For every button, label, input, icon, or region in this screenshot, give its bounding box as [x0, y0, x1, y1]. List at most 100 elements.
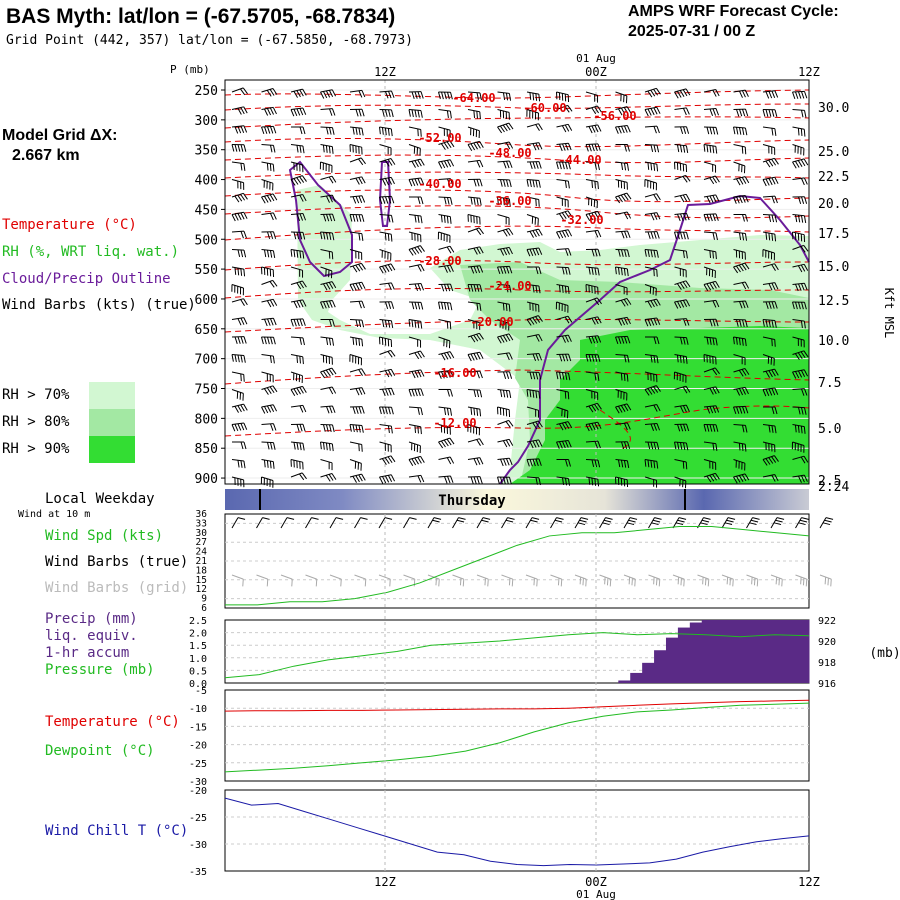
wind-barb-415 [674, 441, 689, 451]
wind-barb-431 [556, 459, 571, 467]
temp-label-9: -28.00 [418, 254, 461, 268]
wind-barb-284 [349, 336, 364, 347]
dewpoint-line [224, 702, 810, 773]
wind-barb-82 [290, 161, 304, 173]
wind-barb-1 [261, 88, 278, 97]
wind-barb-105 [379, 176, 395, 186]
wind-barb-317 [733, 354, 746, 366]
wind-barb-292 [585, 335, 602, 344]
temp-tick-5: -30 [189, 777, 207, 788]
wind-barb-143 [320, 213, 336, 222]
wind-barb-10m-7 [403, 517, 417, 529]
wind-barb-360 [231, 403, 248, 413]
temp-label-5: -44.00 [558, 153, 601, 167]
wind-barb-28 [467, 109, 481, 120]
wind-barb-252 [585, 297, 602, 306]
wind-barb-248 [467, 301, 482, 311]
wind-barb-210 [527, 266, 542, 275]
wind-barb-12 [585, 91, 599, 103]
wind-barb-10m-11 [501, 517, 515, 529]
grid-point-subtitle: Grid Point (442, 357) lat/lon = (-67.585… [6, 33, 413, 48]
wind-barb-328 [467, 370, 483, 379]
wind-barb-10m-3 [305, 517, 319, 529]
wind-barb-303 [320, 354, 333, 365]
wind-barb-213 [615, 266, 629, 277]
wind-barb-227 [438, 283, 454, 292]
wind-barb-199 [792, 244, 809, 253]
precip-bar-37 [665, 637, 679, 683]
wind-barb-grid-4 [329, 574, 342, 587]
pressure-tick-right-2: 920 [818, 637, 836, 648]
wind-barb-129 [497, 196, 511, 207]
wind-barb-36 [703, 107, 720, 116]
ws-tick-5: 21 [196, 556, 208, 567]
precip-bar-45 [761, 620, 774, 683]
wind-barb-307 [438, 351, 455, 361]
wind-barb-359 [792, 388, 808, 396]
wind-barb-97 [733, 161, 746, 174]
wind-barb-341 [261, 385, 278, 395]
wind-barb-323 [320, 367, 337, 379]
wind-barb-326 [408, 369, 425, 379]
wind-barb-167 [437, 231, 451, 243]
wind-barb-24 [349, 108, 365, 117]
wind-barb-418 [762, 441, 776, 453]
wind-barb-327 [438, 370, 454, 379]
wind-barb-384 [349, 424, 364, 433]
wind-barb-433 [615, 459, 630, 469]
wind-barb-166 [408, 231, 422, 243]
wind-barb-294 [645, 336, 660, 345]
wind-barb-272 [585, 316, 602, 325]
wind-barb-318 [762, 354, 775, 366]
wind-barb-142 [290, 212, 307, 221]
wind-barb-202 [290, 266, 304, 278]
wind-barb-404 [349, 441, 363, 452]
ws-tick-3: 15 [196, 575, 207, 586]
legend-rh90-label: RH > 90% [2, 441, 70, 457]
wind-barb-355 [674, 385, 691, 394]
temp-tick-4: -25 [189, 759, 207, 770]
wind-barb-281 [261, 336, 276, 345]
wind-barb-386 [408, 424, 422, 435]
wind-barb-189 [497, 246, 513, 256]
wind-barb-61 [261, 144, 276, 153]
wind-barb-263 [320, 319, 335, 327]
wind-barb-194 [644, 249, 659, 258]
wind-barb-408 [467, 438, 484, 446]
wind-barb-136 [703, 194, 720, 204]
wind-barb-14 [644, 87, 661, 98]
wind-barb-394 [644, 422, 661, 431]
wind-barb-446 [408, 474, 425, 483]
wind-barb-392 [585, 421, 602, 432]
wind-barb-298 [762, 336, 776, 347]
rh90-area [510, 326, 809, 484]
wind-barb-234 [644, 284, 657, 296]
wind-barb-54 [644, 125, 660, 134]
ws-tick-4: 18 [196, 565, 208, 576]
wind-barb-113 [615, 179, 628, 190]
legend-wind-10m: Wind at 10 m [18, 509, 91, 520]
ws-tick-9: 33 [196, 518, 207, 529]
wind-barb-212 [585, 266, 600, 276]
wind-barb-73 [615, 144, 630, 152]
precip-bar-43 [737, 620, 750, 683]
temp-contour-12b [599, 409, 631, 451]
wind-barb-268 [467, 319, 481, 330]
wind-barb-145 [379, 214, 394, 223]
wind-barb-grid-21 [746, 574, 759, 587]
wind-barb-387 [438, 424, 451, 435]
wind-barb-111 [556, 179, 570, 189]
wind-barb-10m-9 [452, 517, 466, 529]
wind-barb-92 [585, 161, 600, 171]
wind-barb-395 [674, 423, 690, 432]
temp-tick-1: -10 [189, 704, 207, 715]
pressure-tick-6: 550 [195, 263, 218, 278]
wind-barb-171 [556, 229, 573, 239]
wind-barb-88 [467, 159, 484, 168]
wind-barb-46 [408, 126, 422, 137]
legend-cloud-outline: Cloud/Precip Outline [2, 271, 171, 287]
wind-barb-449 [497, 476, 512, 485]
wind-barb-221 [261, 279, 278, 288]
wind-barb-179 [792, 231, 806, 242]
wind-barb-385 [379, 424, 393, 434]
